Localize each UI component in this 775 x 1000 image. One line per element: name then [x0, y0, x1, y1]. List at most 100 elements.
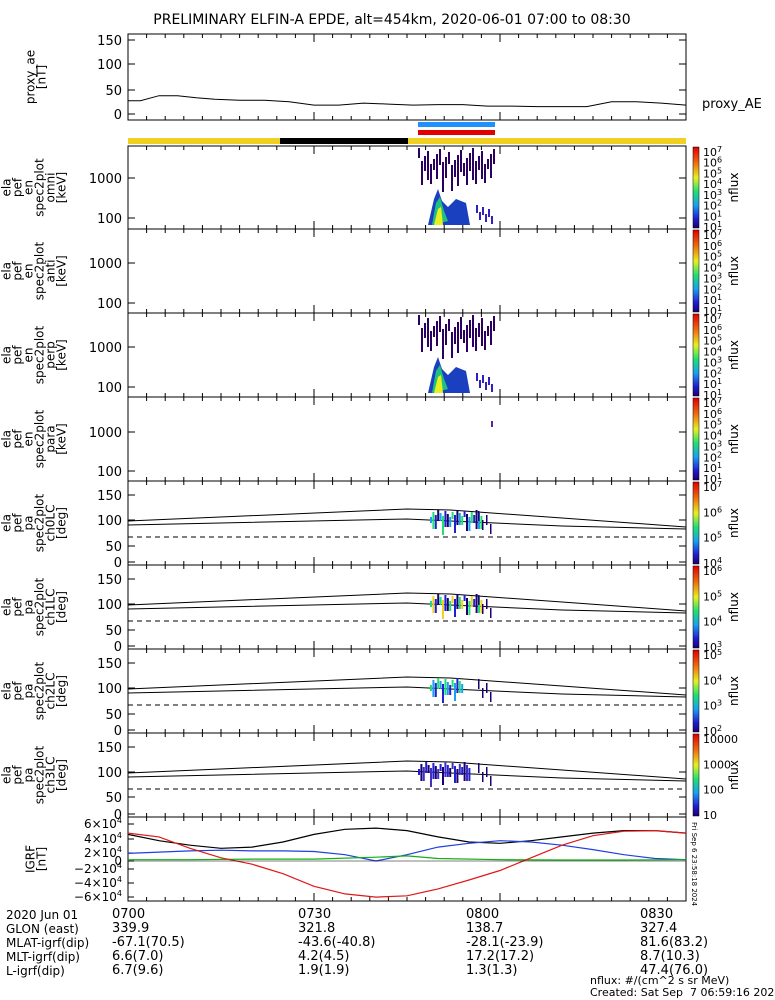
pitch-angle-streak	[454, 766, 456, 783]
y-axis-label: [keV]	[55, 255, 69, 286]
y-axis-label: pef	[11, 261, 25, 281]
y-tick-exponent: 4	[117, 875, 122, 884]
colorbar-tick-exponent: 5	[717, 531, 722, 540]
pitch-angle-streak	[454, 515, 456, 533]
pitch-angle-speck	[486, 767, 488, 777]
y-axis-label: ela	[0, 766, 14, 784]
y-tick-label: 100	[97, 297, 122, 312]
spectrogram-streak	[451, 332, 453, 358]
spectrogram-streak	[424, 323, 426, 338]
spectrogram-streak	[490, 321, 492, 345]
y-tick-label: 0	[114, 108, 122, 123]
footer-cell: 327.4	[640, 921, 678, 936]
spectrogram-streak	[466, 158, 468, 185]
colorbar-tick-exponent: 5	[717, 648, 722, 657]
spectrogram-data	[418, 148, 495, 225]
pitch-angle-streak	[442, 516, 444, 535]
colorbar-tick-label: 106	[703, 564, 722, 578]
spectrogram-streak	[484, 164, 486, 183]
colorbar-tick-exponent: 3	[717, 188, 722, 197]
black-bar	[280, 138, 408, 144]
y-axis-label: spec2plot	[33, 661, 47, 720]
colorbar-tick-label: 105	[703, 648, 722, 662]
pitch-angle-streak	[451, 512, 454, 519]
footer-cell: 339.9	[112, 921, 150, 936]
footer-cell: 0700	[112, 907, 146, 922]
pitch-angle-streak	[442, 600, 444, 619]
y-axis-label: pef	[11, 177, 25, 197]
y-axis-label: spec2plot	[33, 325, 47, 384]
spectrogram-streak	[469, 153, 471, 171]
pitch-angle-streak	[430, 601, 432, 607]
units-note: nflux: #/(cm^2 s sr MeV)	[590, 974, 730, 987]
pitch-angle-speck	[482, 772, 484, 782]
y-axis-label: IGRF	[24, 845, 38, 873]
colorbar-tick-exponent: 6	[717, 505, 722, 514]
spectrogram-streak	[442, 329, 444, 359]
pitch-angle-streak	[461, 516, 464, 525]
colorbar-tick-exponent: 3	[717, 271, 722, 280]
y-tick-label: 1000	[89, 426, 122, 441]
colorbar-tick-label: 10000	[703, 733, 738, 746]
panel-frame	[127, 33, 687, 121]
colorbar-tick-exponent: 6	[717, 323, 722, 332]
y-axis-label: anti	[44, 260, 58, 283]
y-tick-label: 100	[97, 212, 122, 227]
spectrogram-streak	[493, 316, 495, 331]
pitch-angle-streak	[458, 764, 461, 775]
y-tick-label: 100	[97, 381, 122, 396]
pitch-angle-speck	[490, 776, 492, 786]
footer-cell: 47.4(76.0)	[640, 963, 709, 978]
footer-row-label: GLON (east)	[6, 922, 79, 936]
y-axis-label: [keV]	[55, 423, 69, 454]
spectrogram-speck	[485, 382, 487, 390]
footer-cell: 0730	[298, 907, 332, 922]
y-tick-label: 0	[114, 724, 122, 739]
pitch-angle-streak	[468, 601, 471, 615]
colorbar-tick-exponent: 6	[717, 407, 722, 416]
colorbar-tick-exponent: 4	[717, 556, 722, 565]
pitch-angle-streak	[456, 510, 459, 525]
colorbar-label: nflux	[727, 173, 741, 203]
pitch-angle-speck	[478, 511, 480, 521]
igrf-series-0	[127, 827, 687, 849]
y-axis-label: [deg]	[55, 675, 69, 707]
colorbar-tick-exponent: 6	[717, 564, 722, 573]
pitch-angle-streak	[461, 684, 464, 693]
spectrogram-speck	[485, 214, 487, 222]
pitch-angle-streak	[451, 680, 454, 687]
footer-cell: 8.7(10.3)	[640, 949, 700, 964]
spectrogram-streak	[478, 323, 480, 337]
y-axis-label: [nT]	[35, 65, 49, 89]
spectrogram-streak	[430, 164, 432, 184]
igrf-series-3	[127, 829, 687, 898]
colorbar-tick-exponent: 4	[717, 177, 722, 186]
colorbar-tick-exponent: 3	[717, 355, 722, 364]
pitch-angle-streak	[449, 517, 452, 527]
y-tick-exponent: 4	[117, 831, 122, 840]
pitch-angle-streak	[458, 513, 461, 525]
side-tag: Fri Sep 6 23:58:18 2024	[690, 822, 698, 907]
y-tick-exponent: 4	[117, 816, 122, 825]
pitch-angle-streak	[466, 598, 468, 615]
y-axis-label: spec2plot	[33, 493, 47, 552]
loss-cone-curve	[127, 508, 687, 528]
y-tick-label: 150	[97, 489, 122, 504]
spectrogram-streak	[487, 326, 489, 336]
y-axis-label: ela	[0, 346, 14, 364]
y-tick-label: 50	[105, 84, 122, 99]
pitch-angle-streak	[463, 762, 466, 781]
pitch-angle-speck	[490, 608, 492, 618]
spectrogram-streak	[463, 163, 465, 176]
spectrogram-streak	[436, 154, 438, 179]
y-axis-label: ela	[0, 514, 14, 532]
colorbars: nflux107106105104103102101101nflux107106…	[692, 145, 741, 822]
footer-row-label: L-igrf(dip)	[6, 964, 65, 978]
pitch-angle-speck	[482, 520, 484, 530]
y-axis-label: [deg]	[55, 591, 69, 623]
y-tick-label: 1000	[89, 341, 122, 356]
footer-cell: 0830	[640, 907, 674, 922]
colorbar-tick-exponent: 3	[717, 640, 722, 649]
